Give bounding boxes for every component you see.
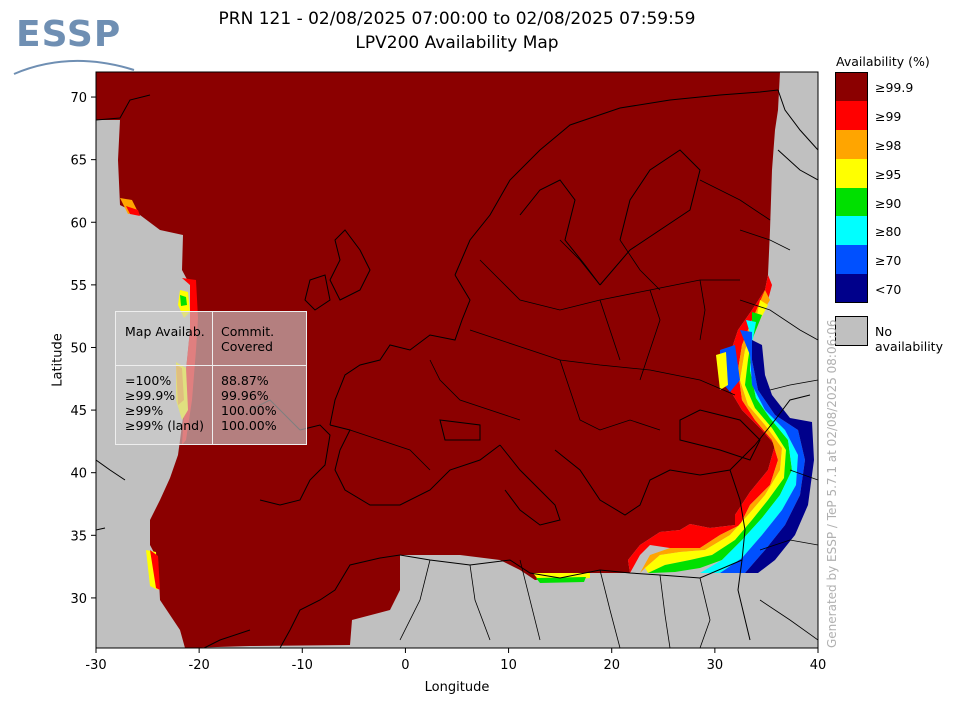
- region-libya-coast-green: [536, 577, 586, 583]
- stats-row-label: =100%: [125, 373, 172, 388]
- region-west-edge-green: [180, 295, 187, 306]
- legend-label: ≥70: [875, 253, 902, 268]
- no-availability-label: No availability: [875, 324, 943, 354]
- y-tick-label: 65: [70, 154, 87, 169]
- x-tick-label: 10: [500, 658, 517, 673]
- stats-row-label: ≥99.9%: [125, 388, 176, 403]
- y-tick-label: 55: [70, 279, 87, 294]
- stats-row-value: 100.00%: [221, 418, 277, 433]
- stats-header-map-availability: Map Availab.: [125, 324, 205, 339]
- stats-header-commit-covered: Commit. Covered: [221, 324, 275, 354]
- stats-row-value: 88.87%: [221, 373, 269, 388]
- legend-swatch: [836, 130, 868, 159]
- region-nw-corner-red: [126, 206, 140, 216]
- stats-row-label: ≥99% (land): [125, 418, 204, 433]
- coverage-stats-table: Map Availab. Commit. Covered =100% ≥99.9…: [115, 311, 307, 445]
- x-tick-label: 0: [401, 658, 409, 673]
- x-tick-label: 30: [707, 658, 724, 673]
- essp-logo: [10, 12, 140, 82]
- x-tick-label: 20: [603, 658, 620, 673]
- x-tick-label: -10: [292, 658, 313, 673]
- country-borders: [349, 179, 818, 648]
- region-east-yellow-2: [716, 352, 728, 390]
- y-tick-label: 30: [70, 592, 87, 607]
- region-east-blue: [720, 330, 805, 573]
- stats-labels: =100% ≥99.9% ≥99% ≥99% (land): [125, 373, 204, 433]
- x-axis-ticks: -30 -20 -10 0 10 20 30 40: [85, 648, 826, 673]
- plot-frame: [95, 71, 819, 649]
- y-tick-label: 40: [70, 467, 87, 482]
- legend-swatch: [836, 101, 868, 130]
- legend-label: ≥99.9: [875, 80, 914, 95]
- legend-swatch: [836, 245, 868, 274]
- legend-label: ≥95: [875, 167, 902, 182]
- region-canary-edge-red: [150, 550, 160, 590]
- legend-label: ≥99: [875, 109, 902, 124]
- legend-swatch: [836, 73, 868, 102]
- legend-swatch: [836, 216, 868, 245]
- region-east-cyan: [700, 320, 798, 573]
- stats-values: 88.87% 99.96% 100.00% 100.00%: [221, 373, 277, 433]
- legend-label: ≥80: [875, 224, 902, 239]
- region-east-red: [628, 275, 778, 573]
- y-axis-label: Latitude: [50, 333, 66, 387]
- y-tick-label: 70: [70, 91, 87, 106]
- legend-swatch: [836, 274, 868, 303]
- x-tick-label: 40: [810, 658, 827, 673]
- stats-row-value: 100.00%: [221, 403, 277, 418]
- generation-credit: Generated by ESSP / TeP 5.7.1 at 02/08/2…: [825, 319, 839, 648]
- stats-row-label: ≥99%: [125, 403, 164, 418]
- logo-text: ESSP: [16, 14, 122, 55]
- legend-label: ≥90: [875, 196, 902, 211]
- map-subtitle: LPV200 Availability Map: [355, 33, 559, 53]
- legend-title: Availability (%): [836, 54, 930, 69]
- y-tick-label: 45: [70, 404, 87, 419]
- x-tick-label: -30: [85, 658, 106, 673]
- region-east-dark-blue: [745, 340, 814, 573]
- x-tick-label: -20: [189, 658, 210, 673]
- legend-label: ≥98: [875, 138, 902, 153]
- legend-swatch: [836, 188, 868, 217]
- legend-swatch: [836, 159, 868, 188]
- stats-row-value: 99.96%: [221, 388, 269, 403]
- y-tick-label: 50: [70, 341, 87, 356]
- y-tick-label: 60: [70, 216, 87, 231]
- legend-label: <70: [875, 282, 902, 297]
- map-title: PRN 121 - 02/08/2025 07:00:00 to 02/08/2…: [218, 9, 696, 29]
- region-availability-99-9: [96, 72, 780, 648]
- y-axis-ticks: 30 35 40 45 50 55 60 65 70: [70, 91, 96, 607]
- x-axis-label: Longitude: [424, 680, 490, 695]
- y-tick-label: 35: [70, 529, 87, 544]
- no-availability-swatch: [835, 316, 868, 346]
